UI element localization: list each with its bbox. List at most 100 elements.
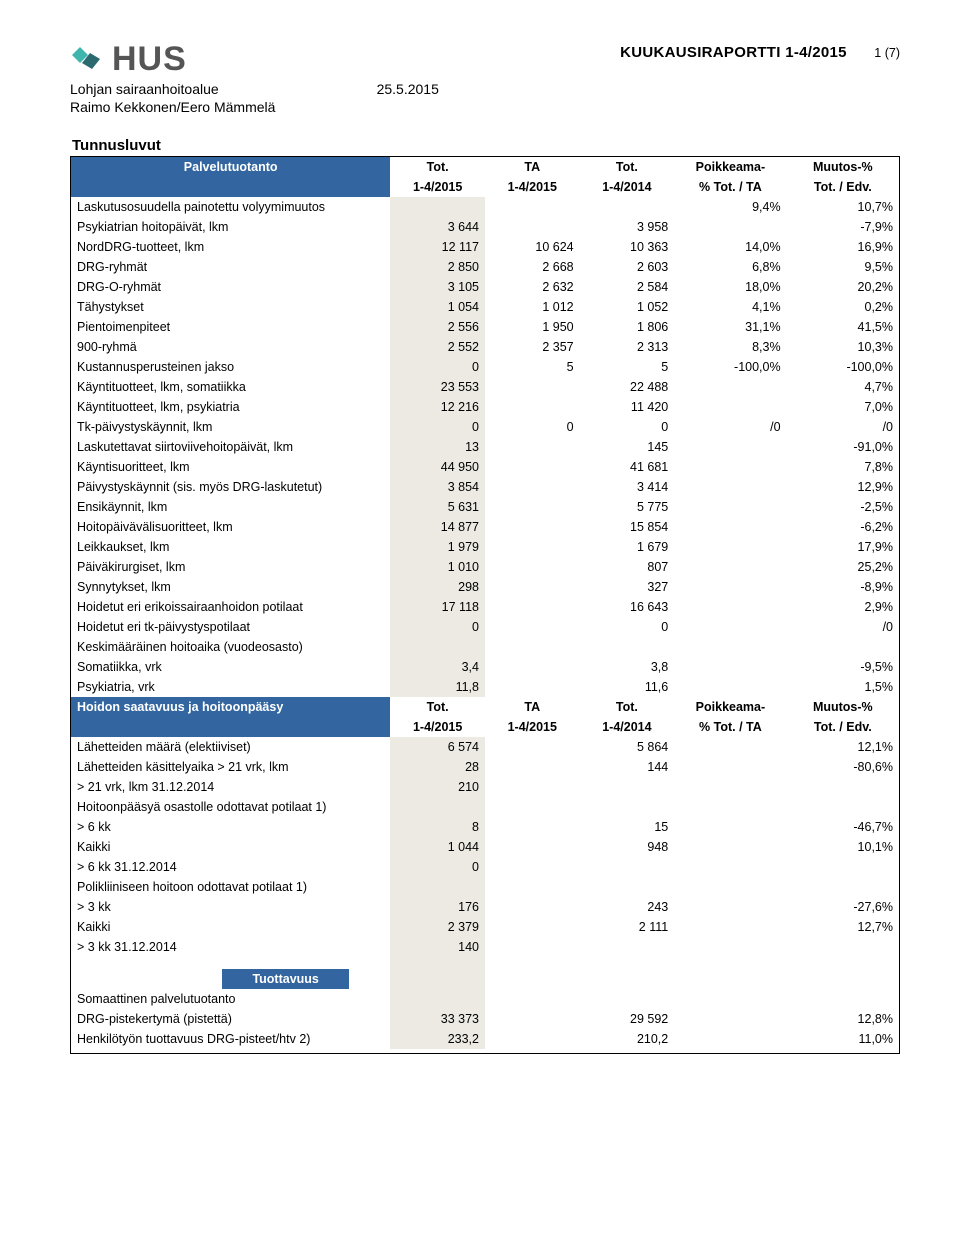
cell: 1 950 <box>485 317 580 337</box>
row-label: Hoidetut eri tk-päivystyspotilaat <box>71 617 390 637</box>
cell: 14 877 <box>390 517 485 537</box>
table-row: Päiväkirurgiset, lkm1 01080725,2% <box>71 557 899 577</box>
row-label: Hoitopäivävälisuoritteet, lkm <box>71 517 390 537</box>
header-cell: Tot. / Edv. <box>787 717 899 737</box>
cell <box>485 797 580 817</box>
header-cell: 1-4/2014 <box>580 177 675 197</box>
cell <box>674 837 786 857</box>
table-row: Lähetteiden määrä (elektiiviset)6 5745 8… <box>71 737 899 757</box>
row-label: Psykiatrian hoitopäivät, lkm <box>71 217 390 237</box>
cell <box>580 877 675 897</box>
cell: 1 010 <box>390 557 485 577</box>
cell <box>485 597 580 617</box>
cell <box>485 557 580 577</box>
header-cell: Tot. / Edv. <box>787 177 899 197</box>
cell: 8,3% <box>674 337 786 357</box>
table-row: Psykiatrian hoitopäivät, lkm3 6443 958-7… <box>71 217 899 237</box>
main-table-box: PalvelutuotantoTot.TATot.Poikkeama-Muuto… <box>70 156 900 1054</box>
cell: -91,0% <box>787 437 899 457</box>
cell: 22 488 <box>580 377 675 397</box>
cell <box>674 577 786 597</box>
cell: 2 668 <box>485 257 580 277</box>
cell: 0 <box>390 417 485 437</box>
row-label: Henkilötyön tuottavuus DRG-pisteet/htv 2… <box>71 1029 390 1049</box>
table-row: > 3 kk 31.12.2014140 <box>71 937 899 957</box>
cell <box>787 637 899 657</box>
cell: 2 584 <box>580 277 675 297</box>
cell: 33 373 <box>390 1009 485 1029</box>
row-label: Käyntituotteet, lkm, somatiikka <box>71 377 390 397</box>
cell: 2 632 <box>485 277 580 297</box>
cell: 11,8 <box>390 677 485 697</box>
row-label: > 3 kk 31.12.2014 <box>71 937 390 957</box>
cell <box>485 857 580 877</box>
cell: -80,6% <box>787 757 899 777</box>
cell: 327 <box>580 577 675 597</box>
authors: Raimo Kekkonen/Eero Mämmelä <box>70 99 900 115</box>
cell: 2 357 <box>485 337 580 357</box>
table-row: Hoitoonpääsyä osastolle odottavat potila… <box>71 797 899 817</box>
cell <box>674 477 786 497</box>
page: HUS KUUKAUSIRAPORTTI 1-4/2015 1 (7) Lohj… <box>0 0 960 1094</box>
cell <box>674 969 786 989</box>
row-label: Käyntisuoritteet, lkm <box>71 457 390 477</box>
table-row: Henkilötyön tuottavuus DRG-pisteet/htv 2… <box>71 1029 899 1049</box>
cell <box>485 617 580 637</box>
table-row: Somaattinen palvelutuotanto <box>71 989 899 1009</box>
cell: 14,0% <box>674 237 786 257</box>
header-cell: Muutos-% <box>787 697 899 717</box>
cell: 3 958 <box>580 217 675 237</box>
cell <box>485 677 580 697</box>
table-row: Kaikki2 3792 11112,7% <box>71 917 899 937</box>
cell <box>485 877 580 897</box>
cell <box>485 437 580 457</box>
subsection-header: Tuottavuus <box>222 969 348 989</box>
header-cell: % Tot. / TA <box>674 717 786 737</box>
header-cell: TA <box>485 697 580 717</box>
row-label: Somatiikka, vrk <box>71 657 390 677</box>
cell: 0 <box>580 417 675 437</box>
header-cell: TA <box>485 157 580 177</box>
cell <box>674 917 786 937</box>
cell: 210 <box>390 777 485 797</box>
cell <box>485 637 580 657</box>
cell: 15 <box>580 817 675 837</box>
table-header-row: PalvelutuotantoTot.TATot.Poikkeama-Muuto… <box>71 157 899 177</box>
cell: 5 <box>580 357 675 377</box>
cell: 144 <box>580 757 675 777</box>
cell: 15 854 <box>580 517 675 537</box>
cell <box>580 637 675 657</box>
cell <box>674 989 786 1009</box>
cell <box>485 577 580 597</box>
table-row: Laskutusosuudella painotettu volyymimuut… <box>71 197 899 217</box>
cell <box>485 397 580 417</box>
cell: 0,2% <box>787 297 899 317</box>
cell: 12 117 <box>390 237 485 257</box>
cell <box>390 197 485 217</box>
cell: 5 <box>485 357 580 377</box>
cell <box>787 877 899 897</box>
cell: 31,1% <box>674 317 786 337</box>
cell: 10 624 <box>485 237 580 257</box>
cell <box>674 937 786 957</box>
cell: -100,0% <box>674 357 786 377</box>
cell: 10 363 <box>580 237 675 257</box>
cell: 41 681 <box>580 457 675 477</box>
cell: 10,3% <box>787 337 899 357</box>
cell: 298 <box>390 577 485 597</box>
cell: 12,9% <box>787 477 899 497</box>
cell: 6 574 <box>390 737 485 757</box>
cell: 3 854 <box>390 477 485 497</box>
table-row: Hoidetut eri erikoissairaanhoidon potila… <box>71 597 899 617</box>
blank-row <box>71 957 899 969</box>
cell <box>580 937 675 957</box>
cell <box>674 217 786 237</box>
cell: 16 643 <box>580 597 675 617</box>
cell <box>485 917 580 937</box>
cell: -100,0% <box>787 357 899 377</box>
cell <box>674 657 786 677</box>
table-row: Somatiikka, vrk3,43,8-9,5% <box>71 657 899 677</box>
row-label: Kaikki <box>71 837 390 857</box>
cell: 5 631 <box>390 497 485 517</box>
cell <box>390 877 485 897</box>
